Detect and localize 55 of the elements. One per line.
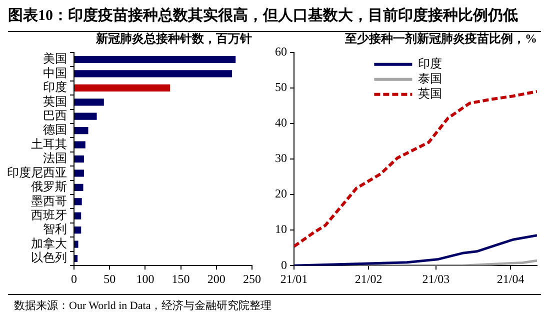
source-note: 数据来源：Our World in Data，经济与金融研究院整理 [14, 298, 272, 313]
x-tick-label: 21/01 [280, 272, 308, 286]
bar [74, 254, 78, 262]
y-tick-label: 俄罗斯 [31, 180, 67, 194]
chart-subtitle: 新冠肺炎总接种针数，百万针 [95, 31, 252, 46]
y-tick-label: 以色列 [31, 250, 67, 265]
bar [74, 240, 78, 248]
bar [74, 212, 82, 220]
y-tick-label: 印度 [43, 80, 67, 94]
y-tick-label: 50 [275, 80, 287, 94]
legend-label: 英国 [418, 86, 442, 101]
y-tick-label: 智利 [43, 222, 67, 236]
x-tick-label: 100 [136, 272, 154, 286]
y-tick-label: 10 [275, 222, 287, 236]
y-tick-label: 土耳其 [31, 136, 67, 151]
chart-title: 图表10：印度疫苗接种总数其实很高，但人口基数大，目前印度接种比例仍低 [8, 6, 518, 25]
bar [74, 98, 104, 106]
y-tick-label: 德国 [43, 122, 67, 137]
y-tick-label: 法国 [43, 151, 67, 166]
bar [74, 70, 232, 78]
y-tick-label: 20 [275, 186, 287, 201]
line-series [294, 90, 537, 248]
x-tick-label: 50 [104, 272, 116, 286]
x-tick-label: 21/04 [496, 272, 524, 286]
chart-title: 至少接种一剂新冠肺炎疫苗比例，% [344, 31, 537, 46]
bar [74, 170, 84, 177]
y-tick-label: 30 [275, 151, 287, 166]
bar [74, 226, 82, 234]
bar [74, 141, 86, 148]
bar [74, 112, 97, 120]
bar [74, 184, 84, 191]
y-tick-label: 40 [275, 116, 287, 130]
y-tick-label: 西班牙 [31, 208, 67, 222]
x-tick-label: 21/02 [354, 272, 382, 286]
y-tick-label: 中国 [43, 66, 67, 80]
y-tick-label: 印度尼西亚 [7, 165, 67, 180]
bar [74, 84, 170, 92]
x-tick-label: 200 [207, 272, 226, 286]
legend-label: 泰国 [418, 72, 442, 86]
x-tick-label: 21/03 [422, 272, 450, 286]
y-tick-label: 0 [281, 258, 287, 272]
y-tick-label: 美国 [43, 52, 67, 66]
y-tick-label: 英国 [43, 94, 67, 108]
bar [74, 155, 84, 163]
y-tick-label: 巴西 [43, 108, 67, 123]
bar [74, 198, 82, 206]
y-tick-label: 加拿大 [31, 236, 67, 250]
x-tick-label: 250 [243, 272, 261, 286]
y-tick-label: 墨西哥 [31, 194, 67, 208]
y-tick-label: 60 [275, 44, 287, 59]
x-tick-label: 0 [71, 272, 77, 286]
bar [74, 127, 88, 134]
x-tick-label: 150 [172, 272, 190, 286]
legend-label: 印度 [418, 56, 442, 71]
bar [74, 56, 236, 64]
